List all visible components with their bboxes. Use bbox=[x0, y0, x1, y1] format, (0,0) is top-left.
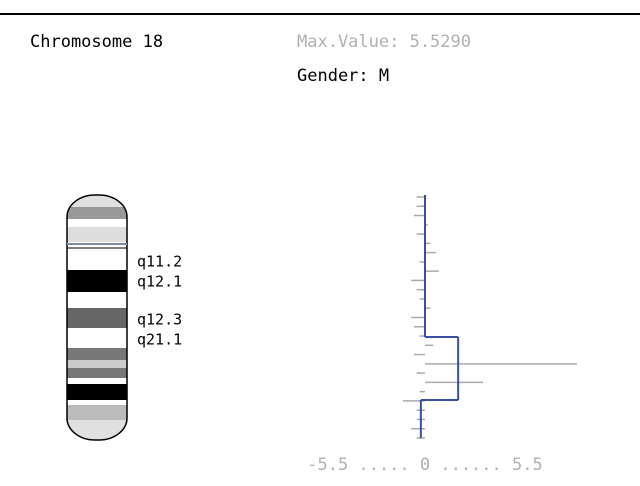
chromosome-title: Chromosome 18 bbox=[30, 32, 163, 52]
axis-label: -5.5 ..... 0 ...... 5.5 bbox=[307, 455, 542, 475]
band-label: q12.1 bbox=[137, 273, 182, 291]
band-label: q21.1 bbox=[137, 331, 182, 349]
band-label: q11.2 bbox=[137, 253, 182, 271]
ideogram bbox=[67, 195, 127, 440]
profile-plot bbox=[403, 195, 577, 438]
gender: Gender: M bbox=[297, 66, 389, 86]
band-label: q12.3 bbox=[137, 311, 182, 329]
page: Chromosome 18 Max.Value: 5.5290 Gender: … bbox=[0, 0, 640, 482]
band-labels: q11.2 q12.1 q12.3 q21.1 bbox=[137, 253, 182, 349]
max-value: Max.Value: 5.5290 bbox=[297, 32, 471, 52]
